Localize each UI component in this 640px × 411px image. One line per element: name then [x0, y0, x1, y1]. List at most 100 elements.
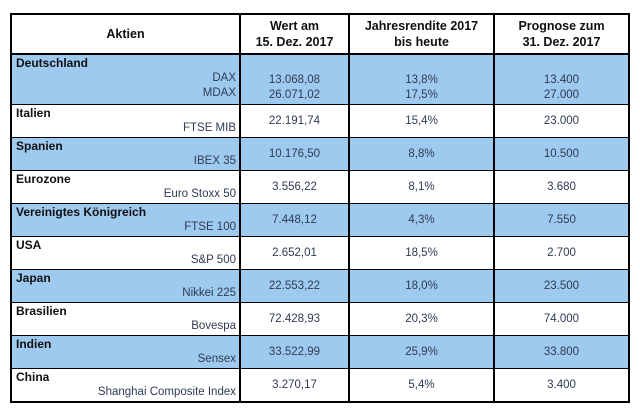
- wert-value: 7.448,12: [272, 214, 317, 226]
- header-jahresrendite-line1: Jahresrendite 2017: [364, 19, 479, 33]
- aktien-cell: Brasilien Bovespa: [12, 303, 241, 335]
- prognose-cell: 3.680: [495, 171, 628, 203]
- prognose-cell: 33.800: [495, 336, 628, 368]
- index-name: IBEX 35: [193, 155, 236, 167]
- aktien-cell: Japan Nikkei 225: [12, 270, 241, 302]
- section-indien: Indien Sensex 33.522,99 25,9% 33.800: [12, 335, 628, 368]
- header-jahresrendite-line2: bis heute: [394, 35, 449, 49]
- wert-value: 10.176,50: [268, 148, 321, 160]
- rendite-value: 8,8%: [408, 148, 435, 160]
- rendite-cell: 8,8%: [350, 138, 495, 170]
- section-italien: Italien FTSE MIB 22.191,74 15,4% 23.000: [12, 104, 628, 137]
- rendite-value: 8,1%: [408, 181, 435, 193]
- section-brasilien: Brasilien Bovespa 72.428,93 20,3% 74.000: [12, 302, 628, 335]
- prognose-cell: 3.400: [495, 369, 628, 401]
- index-name: DAX: [212, 72, 236, 84]
- section-deutschland: Deutschland DAX MDAX 13.068,08 26.071,02…: [12, 55, 628, 104]
- wert-value: 72.428,93: [268, 313, 321, 325]
- wert-cell: 2.652,01: [241, 237, 350, 269]
- country-label: Italien: [16, 106, 51, 120]
- index-name: Bovespa: [191, 320, 236, 332]
- prognose-value: 33.800: [543, 346, 580, 358]
- rendite-cell: 25,9%: [350, 336, 495, 368]
- wert-value: 33.522,99: [268, 346, 321, 358]
- section-usa: USA S&P 500 2.652,01 18,5% 2.700: [12, 236, 628, 269]
- aktien-cell: China Shanghai Composite Index: [12, 369, 241, 401]
- section-eurozone: Eurozone Euro Stoxx 50 3.556,22 8,1% 3.6…: [12, 170, 628, 203]
- index-name: MDAX: [202, 87, 236, 99]
- rendite-value: 18,5%: [405, 247, 438, 259]
- section-japan: Japan Nikkei 225 22.553,22 18,0% 23.500: [12, 269, 628, 302]
- aktien-cell: Indien Sensex: [12, 336, 241, 368]
- rendite-cell: 8,1%: [350, 171, 495, 203]
- index-name: Sensex: [197, 353, 236, 365]
- prognose-value: 74.000: [543, 313, 580, 325]
- index-name: Euro Stoxx 50: [163, 188, 236, 200]
- aktien-cell: USA S&P 500: [12, 237, 241, 269]
- rendite-cell: 18,5%: [350, 237, 495, 269]
- aktien-cell: Eurozone Euro Stoxx 50: [12, 171, 241, 203]
- wert-value: 22.191,74: [268, 115, 321, 127]
- prognose-cell: 23.500: [495, 270, 628, 302]
- prognose-value: 3.680: [547, 181, 576, 193]
- aktien-cell: Spanien IBEX 35: [12, 138, 241, 170]
- aktien-cell: Deutschland DAX MDAX: [12, 55, 241, 104]
- country-label: Deutschland: [16, 56, 89, 70]
- country-label: Vereinigtes Königreich: [16, 205, 147, 219]
- wert-cell: 72.428,93: [241, 303, 350, 335]
- wert-value: 2.652,01: [272, 247, 317, 259]
- rendite-cell: 5,4%: [350, 369, 495, 401]
- header-prognose: Prognose zum 31. Dez. 2017: [495, 15, 628, 53]
- index-name: S&P 500: [190, 254, 236, 266]
- wert-value: 22.553,22: [268, 280, 321, 292]
- header-wert-line2: 15. Dez. 2017: [255, 35, 334, 49]
- prognose-value: 13.400: [543, 74, 580, 86]
- prognose-cell: 7.550: [495, 204, 628, 236]
- header-aktien: Aktien: [12, 15, 241, 53]
- prognose-cell: 13.400 27.000: [495, 55, 628, 104]
- section-spanien: Spanien IBEX 35 10.176,50 8,8% 10.500: [12, 137, 628, 170]
- wert-value: 26.071,02: [268, 89, 321, 101]
- prognose-cell: 10.500: [495, 138, 628, 170]
- aktien-cell: Vereinigtes Königreich FTSE 100: [12, 204, 241, 236]
- wert-cell: 7.448,12: [241, 204, 350, 236]
- header-prognose-line2: 31. Dez. 2017: [522, 35, 601, 49]
- rendite-cell: 15,4%: [350, 105, 495, 137]
- country-label: Japan: [16, 271, 51, 285]
- rendite-value: 13,8%: [405, 74, 438, 86]
- index-name: Nikkei 225: [182, 287, 236, 299]
- prognose-value: 27.000: [543, 89, 580, 101]
- wert-cell: 22.191,74: [241, 105, 350, 137]
- prognose-value: 3.400: [547, 379, 576, 391]
- country-label: Eurozone: [16, 172, 71, 186]
- aktien-cell: Italien FTSE MIB: [12, 105, 241, 137]
- rendite-cell: 18,0%: [350, 270, 495, 302]
- rendite-cell: 13,8% 17,5%: [350, 55, 495, 104]
- country-label: Brasilien: [16, 304, 67, 318]
- header-prognose-line1: Prognose zum: [518, 19, 605, 33]
- rendite-value: 25,9%: [405, 346, 438, 358]
- header-wert: Wert am 15. Dez. 2017: [241, 15, 350, 53]
- rendite-value: 20,3%: [405, 313, 438, 325]
- country-label: China: [16, 370, 50, 384]
- header-aktien-label: Aktien: [106, 27, 145, 41]
- rendite-value: 5,4%: [408, 379, 435, 391]
- wert-cell: 33.522,99: [241, 336, 350, 368]
- rendite-value: 4,3%: [408, 214, 435, 226]
- wert-cell: 3.556,22: [241, 171, 350, 203]
- prognose-value: 2.700: [547, 247, 576, 259]
- prognose-value: 10.500: [543, 148, 580, 160]
- wert-cell: 3.270,17: [241, 369, 350, 401]
- header-jahresrendite: Jahresrendite 2017 bis heute: [350, 15, 495, 53]
- table-header-row: Aktien Wert am 15. Dez. 2017 Jahresrendi…: [12, 15, 628, 55]
- rendite-cell: 20,3%: [350, 303, 495, 335]
- index-name: FTSE 100: [184, 221, 236, 233]
- wert-value: 3.270,17: [272, 379, 317, 391]
- rendite-cell: 4,3%: [350, 204, 495, 236]
- prognose-value: 23.000: [543, 115, 580, 127]
- index-name: FTSE MIB: [182, 122, 236, 134]
- rendite-value: 18,0%: [405, 280, 438, 292]
- aktien-table: Aktien Wert am 15. Dez. 2017 Jahresrendi…: [10, 13, 630, 403]
- prognose-cell: 2.700: [495, 237, 628, 269]
